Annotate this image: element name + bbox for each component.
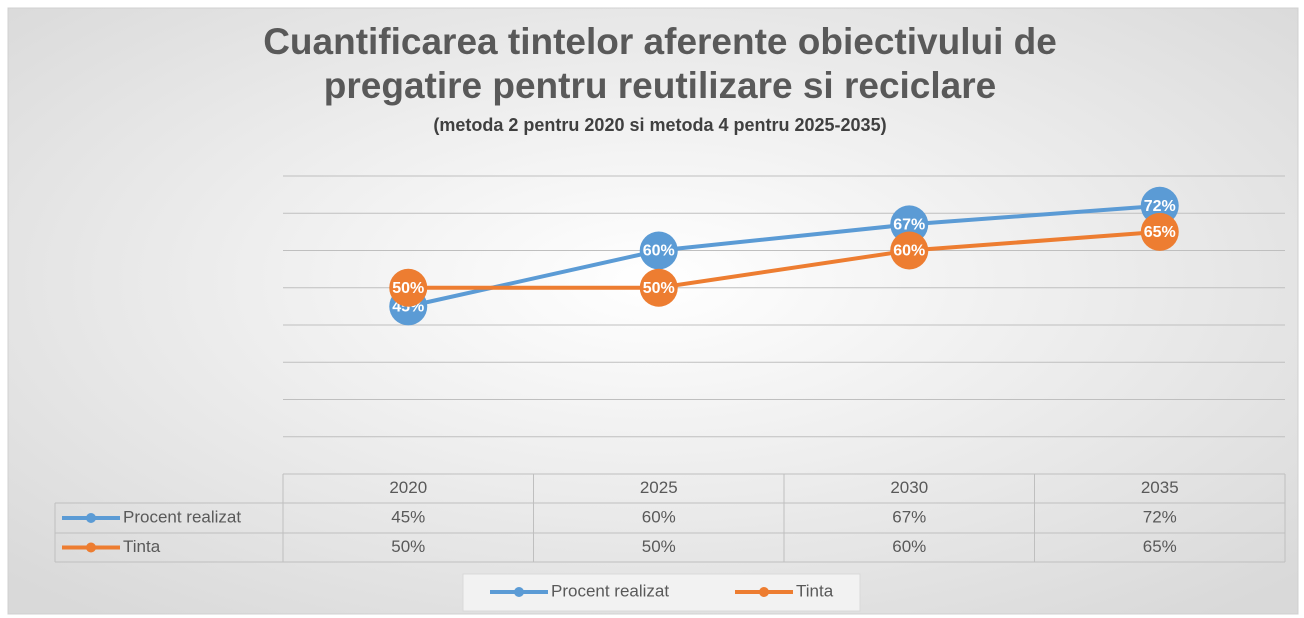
data-point (890, 205, 929, 244)
table-value: 50% (391, 537, 425, 556)
chart-background (7, 7, 1299, 615)
data-label: 50% (392, 280, 424, 297)
chart-title: Cuantificarea tintelor aferente obiectiv… (263, 21, 1057, 62)
x-tick-label: 2025 (640, 478, 678, 497)
data-label: 67% (893, 217, 925, 234)
table-series-name: Procent realizat (123, 507, 241, 526)
data-point (890, 231, 929, 270)
data-point (1140, 212, 1179, 251)
chart-subtitle: (metoda 2 pentru 2020 si metoda 4 pentru… (433, 115, 886, 135)
legend-label: Tinta (796, 581, 834, 600)
data-point (1140, 186, 1179, 225)
series-line (407, 203, 1160, 309)
data-label: 72% (1144, 198, 1176, 215)
table-value: 67% (892, 507, 926, 526)
data-label: 65% (1144, 224, 1176, 241)
legend-marker (759, 587, 769, 597)
table-value: 65% (1143, 537, 1177, 556)
table-value: 60% (892, 537, 926, 556)
table-series-name: Tinta (123, 537, 161, 556)
x-tick-label: 2020 (389, 478, 427, 497)
table-legend-marker (86, 542, 96, 553)
series-line (408, 229, 1160, 290)
data-point (389, 268, 428, 307)
legend-marker (514, 587, 524, 597)
data-point (639, 231, 678, 270)
data-label: 60% (893, 243, 925, 260)
data-point (639, 268, 678, 307)
data-label: 50% (643, 280, 675, 297)
legend-label: Procent realizat (551, 581, 669, 600)
table-value: 45% (391, 507, 425, 526)
table-value: 50% (642, 537, 676, 556)
chart-title-line: pregatire pentru reutilizare si reciclar… (324, 65, 996, 106)
table-value: 60% (642, 507, 676, 526)
table-value: 72% (1143, 507, 1177, 526)
x-tick-label: 2035 (1141, 478, 1179, 497)
data-label: 60% (643, 243, 675, 260)
x-tick-label: 2030 (890, 478, 928, 497)
table-legend-marker (86, 513, 96, 523)
